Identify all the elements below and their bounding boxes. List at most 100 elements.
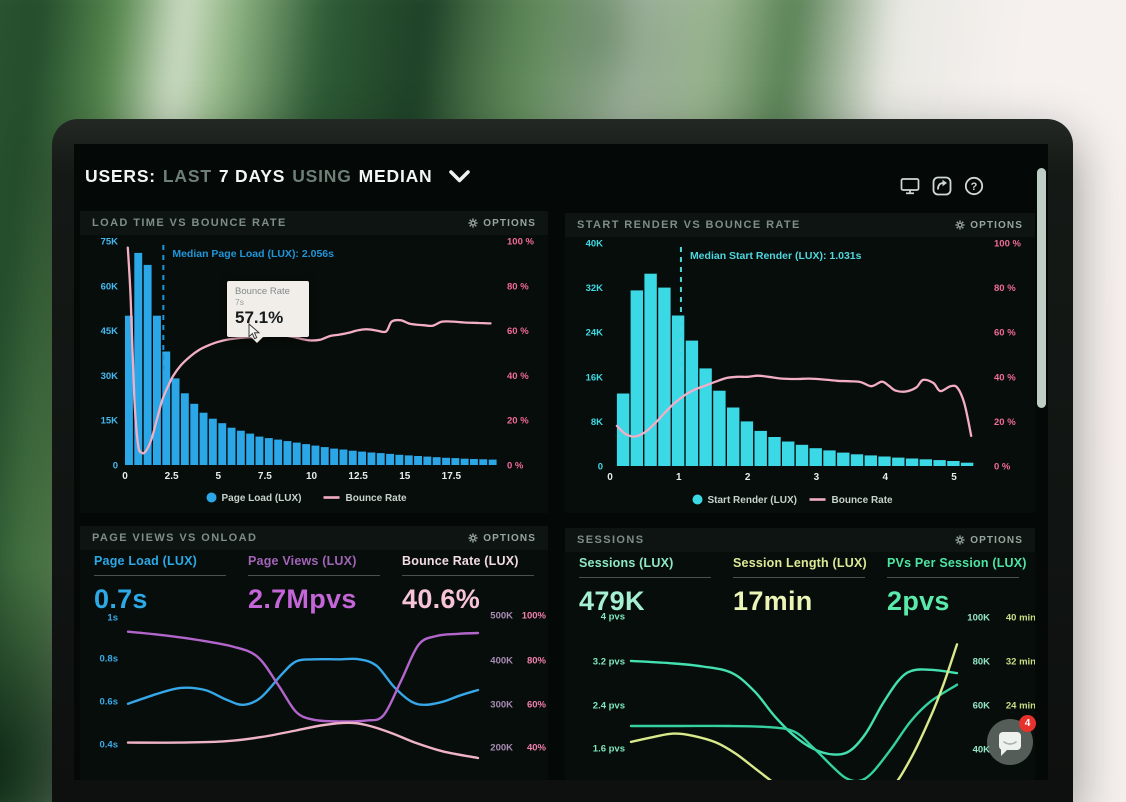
gear-icon xyxy=(955,220,965,230)
svg-text:0: 0 xyxy=(598,462,603,473)
metric: Bounce Rate (LUX) 40.6% xyxy=(388,554,542,615)
svg-text:4 pvs: 4 pvs xyxy=(601,612,625,623)
title-segment: 7 DAYS xyxy=(218,166,286,186)
share-icon[interactable] xyxy=(932,176,952,196)
svg-text:60K: 60K xyxy=(101,281,119,292)
svg-text:80 %: 80 % xyxy=(507,281,529,292)
svg-text:30K: 30K xyxy=(101,371,119,382)
svg-text:0 %: 0 % xyxy=(994,462,1011,473)
panel-page-views-header: PAGE VIEWS VS ONLOAD OPTIONS xyxy=(80,526,548,550)
svg-text:0: 0 xyxy=(607,472,613,483)
users-range-dropdown[interactable]: USERS: LAST 7 DAYS USING MEDIAN xyxy=(85,166,470,187)
panel-title: PAGE VIEWS VS ONLOAD xyxy=(92,532,258,544)
dashboard-screen: USERS: LAST 7 DAYS USING MEDIAN ? xyxy=(74,144,1048,780)
panel-sessions-header: SESSIONS OPTIONS xyxy=(565,528,1035,552)
svg-text:5: 5 xyxy=(215,471,221,482)
panel-load-time-header: LOAD TIME VS BOUNCE RATE OPTIONS xyxy=(80,211,548,235)
panel-sessions: SESSIONS OPTIONS Sessions (LUX) 479K Sessi… xyxy=(565,528,1035,780)
page-views-chart[interactable]: 1s 0.8s 0.6s 0.4s 500K 100% 400K 80% 300K 60% 200K… xyxy=(80,526,548,780)
svg-text:0 %: 0 % xyxy=(507,461,524,472)
svg-text:15: 15 xyxy=(399,471,411,482)
svg-text:80 %: 80 % xyxy=(994,283,1016,294)
svg-text:12.5: 12.5 xyxy=(348,471,368,482)
chart-tooltip: Bounce Rate 7s 57.1% xyxy=(227,281,309,343)
load-time-chart[interactable]: 75K 60K 45K 30K 15K 0 100 % 80 % 60 % 40 % 20 % 0 %… xyxy=(80,211,548,513)
svg-text:24 min: 24 min xyxy=(1006,701,1035,712)
svg-text:100K: 100K xyxy=(967,613,990,624)
svg-text:500K: 500K xyxy=(490,611,513,622)
svg-text:100 %: 100 % xyxy=(507,237,534,248)
metric-value: 2.7Mpvs xyxy=(248,584,357,614)
svg-text:40K: 40K xyxy=(586,239,604,250)
display-icon[interactable] xyxy=(900,176,920,196)
svg-text:0.6s: 0.6s xyxy=(100,697,119,708)
metric-value: 479K xyxy=(579,586,645,616)
dashboard-header: USERS: LAST 7 DAYS USING MEDIAN ? xyxy=(74,144,1048,206)
options-button[interactable]: OPTIONS xyxy=(955,220,1023,231)
metric-rule xyxy=(887,577,1019,578)
mouse-cursor xyxy=(248,323,261,340)
metric-rule xyxy=(733,577,865,578)
panel-title: LOAD TIME VS BOUNCE RATE xyxy=(92,217,287,229)
svg-text:Median Page Load (LUX): 2.056s: Median Page Load (LUX): 2.056s xyxy=(172,248,334,260)
metric-label: PVs Per Session (LUX) xyxy=(887,556,1027,570)
metric-label: Page Load (LUX) xyxy=(94,554,198,568)
sessions-chart[interactable]: 4 pvs 3.2 pvs 2.4 pvs 1.6 pvs 100K 40 min 80K 3… xyxy=(565,528,1035,780)
metric-value: 2pvs xyxy=(887,586,950,616)
gear-icon xyxy=(468,533,478,543)
svg-text:Bounce Rate: Bounce Rate xyxy=(346,493,408,504)
sessions-metrics: Sessions (LUX) 479K Session Length (LUX) 17… xyxy=(565,556,1035,617)
svg-text:1s: 1s xyxy=(107,613,118,624)
svg-text:0.8s: 0.8s xyxy=(100,654,119,665)
svg-text:3.2 pvs: 3.2 pvs xyxy=(593,657,625,668)
svg-text:20 %: 20 % xyxy=(507,416,529,427)
svg-text:100 %: 100 % xyxy=(994,239,1021,250)
svg-text:60%: 60% xyxy=(527,700,547,711)
svg-text:40 %: 40 % xyxy=(507,371,529,382)
svg-text:32 min: 32 min xyxy=(1006,657,1035,668)
metric: PVs Per Session (LUX) 2pvs xyxy=(873,556,1027,617)
title-segment: USING xyxy=(292,166,352,186)
svg-text:60 %: 60 % xyxy=(994,328,1016,339)
svg-text:60K: 60K xyxy=(973,701,991,712)
svg-text:1: 1 xyxy=(676,472,682,483)
title-segment: USERS: xyxy=(85,166,156,186)
chat-button[interactable]: 4 xyxy=(987,715,1036,765)
metric-rule xyxy=(94,575,226,576)
help-icon[interactable]: ? xyxy=(964,176,984,196)
svg-text:1.6 pvs: 1.6 pvs xyxy=(593,744,625,755)
svg-text:Bounce Rate: Bounce Rate xyxy=(832,495,894,506)
svg-text:2.5: 2.5 xyxy=(165,471,179,482)
svg-text:17.5: 17.5 xyxy=(442,471,462,482)
svg-text:?: ? xyxy=(971,181,978,193)
dashboard-title: USERS: LAST 7 DAYS USING MEDIAN xyxy=(85,166,440,187)
svg-text:Median Start Render (LUX): 1.0: Median Start Render (LUX): 1.031s xyxy=(690,250,862,262)
options-button[interactable]: OPTIONS xyxy=(468,533,536,544)
svg-text:60 %: 60 % xyxy=(507,326,529,337)
start-render-chart[interactable]: 40K 32K 24K 16K 8K 0 100 % 80 % 60 % 40 % 20 % 0 % 0… xyxy=(565,213,1035,513)
svg-text:80K: 80K xyxy=(973,657,991,668)
scrollbar-thumb[interactable] xyxy=(1037,168,1046,408)
metric: Page Views (LUX) 2.7Mpvs xyxy=(234,554,388,615)
title-segment: LAST xyxy=(162,166,212,186)
svg-text:40%: 40% xyxy=(527,743,547,754)
options-button[interactable]: OPTIONS xyxy=(955,535,1023,546)
panel-title: START RENDER VS BOUNCE RATE xyxy=(577,219,801,231)
svg-text:75K: 75K xyxy=(101,237,119,248)
svg-text:5: 5 xyxy=(951,472,957,483)
metric-value: 0.7s xyxy=(94,584,148,614)
panel-start-render: START RENDER VS BOUNCE RATE OPTIONS 40K 3… xyxy=(565,213,1035,513)
laptop-bezel: USERS: LAST 7 DAYS USING MEDIAN ? xyxy=(52,119,1073,802)
svg-text:40 %: 40 % xyxy=(994,372,1016,383)
metric: Page Load (LUX) 0.7s xyxy=(80,554,234,615)
chevron-down-icon xyxy=(448,170,470,183)
options-button[interactable]: OPTIONS xyxy=(468,218,536,229)
tooltip-value: 57.1% xyxy=(235,308,284,327)
metric-value: 40.6% xyxy=(402,584,481,614)
svg-text:Page Load (LUX): Page Load (LUX) xyxy=(222,493,302,504)
svg-text:10: 10 xyxy=(306,471,318,482)
svg-text:200K: 200K xyxy=(490,743,513,754)
svg-text:80%: 80% xyxy=(527,656,547,667)
svg-text:300K: 300K xyxy=(490,700,513,711)
